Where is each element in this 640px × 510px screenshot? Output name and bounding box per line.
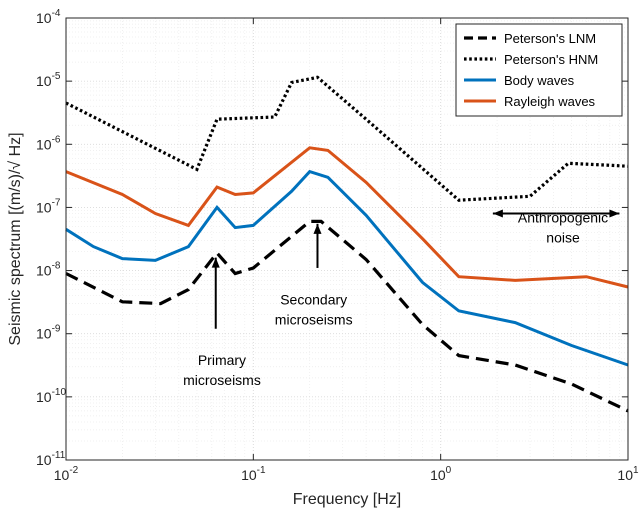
annotation-text: Secondary bbox=[280, 292, 347, 308]
legend-label: Body waves bbox=[504, 73, 575, 88]
annotations: Primary microseisms Secondary microseisms An… bbox=[183, 209, 620, 388]
x-tick-labels: 10-2 10-1 100 101 bbox=[54, 465, 639, 483]
y-tick-labels: 10-11 10-10 10-9 10-8 10-7 10-6 10-5 10-4 bbox=[36, 8, 66, 468]
annotation-text: Anthropogenic bbox=[518, 210, 608, 226]
x-tick-label: 10-2 bbox=[54, 465, 79, 483]
legend: Peterson's LNM Peterson's HNM Body waves Ra… bbox=[455, 23, 623, 117]
x-axis-label: Frequency [Hz] bbox=[293, 491, 401, 508]
annotation-text: noise bbox=[546, 230, 580, 246]
annotation-double-arrow-head bbox=[609, 209, 620, 218]
annotation-text: microseisms bbox=[275, 312, 353, 328]
y-tick-label: 10-8 bbox=[36, 261, 61, 279]
series-line-body-waves bbox=[65, 169, 629, 367]
y-tick-label: 10-6 bbox=[36, 134, 61, 152]
y-axis-label: Seismic spectrum [(m/s)/√ Hz] bbox=[7, 132, 24, 345]
annotation-text: microseisms bbox=[183, 372, 261, 388]
legend-label: Peterson's HNM bbox=[504, 52, 598, 67]
series-line-peterson-s-lnm bbox=[65, 219, 629, 413]
x-tick-label: 10-1 bbox=[241, 465, 266, 483]
series-line-peterson-s-hnm bbox=[65, 75, 629, 202]
y-tick-label: 10-9 bbox=[36, 324, 61, 342]
y-tick-label: 10-7 bbox=[36, 197, 61, 215]
y-tick-label: 10-5 bbox=[36, 71, 61, 89]
y-tick-label: 10-10 bbox=[36, 387, 66, 405]
x-tick-label: 100 bbox=[430, 465, 452, 483]
tick-marks bbox=[65, 17, 629, 461]
annotation-arrow-head bbox=[211, 257, 220, 268]
annotation-double-arrow-head bbox=[492, 209, 503, 218]
legend-label: Rayleigh waves bbox=[504, 94, 596, 109]
annotation-arrow-head bbox=[313, 223, 322, 234]
y-tick-label: 10-4 bbox=[36, 8, 61, 26]
legend-label: Peterson's LNM bbox=[504, 31, 596, 46]
plot-frame bbox=[65, 17, 629, 461]
series-layer bbox=[65, 75, 629, 413]
series-line-rayleigh-waves bbox=[65, 146, 629, 289]
annotation-text: Primary bbox=[198, 352, 246, 368]
y-tick-label: 10-11 bbox=[36, 450, 66, 468]
x-tick-label: 101 bbox=[617, 465, 639, 483]
